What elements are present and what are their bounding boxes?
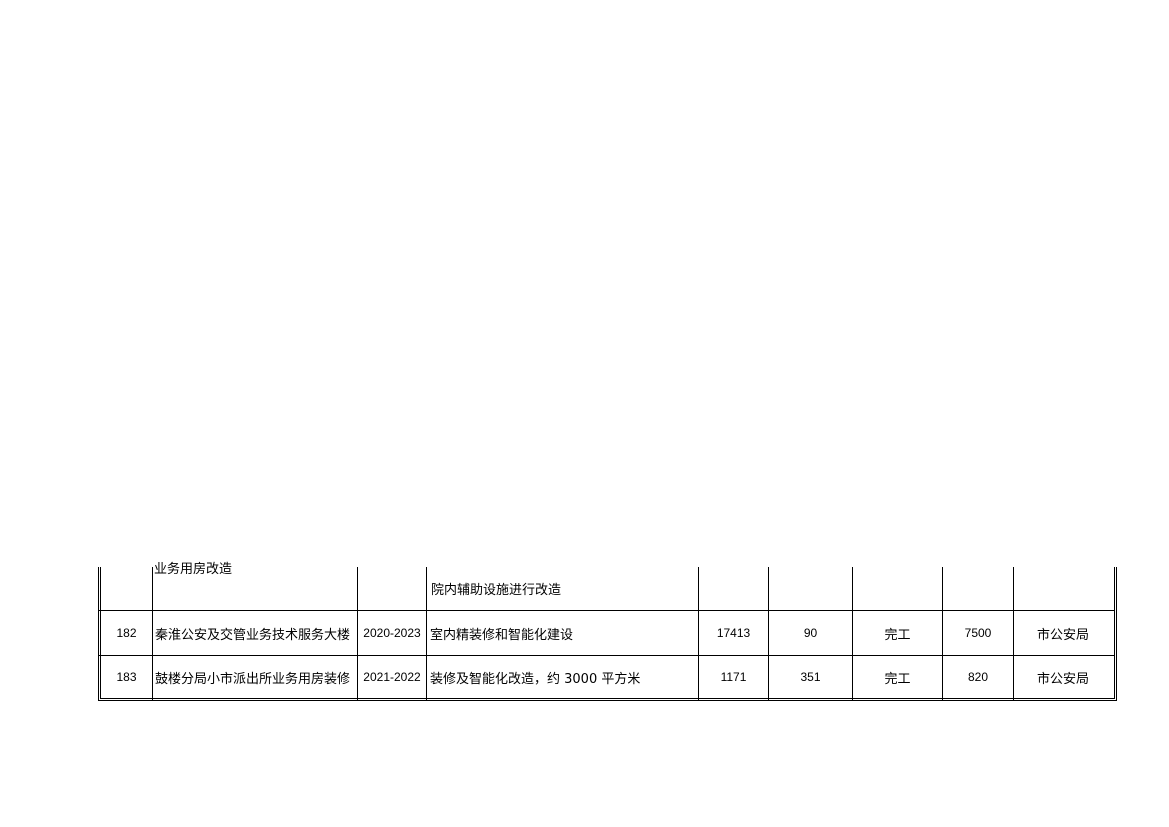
table-cell-value: 351: [800, 670, 821, 684]
table-cell-content: 院内辅助设施进行改造: [431, 582, 562, 598]
column-divider: [942, 567, 943, 700]
row-divider: [98, 655, 1114, 656]
table-cell-name: 鼓楼分局小市派出所业务用房装修: [155, 671, 351, 687]
table-cell-status: 完工: [884, 671, 911, 687]
column-divider: [768, 567, 769, 700]
column-divider: [152, 567, 153, 700]
table-cell-status: 完工: [884, 627, 911, 643]
table-cell-name: 秦淮公安及交管业务技术服务大楼: [155, 627, 351, 643]
table-cell-value: 90: [803, 626, 818, 640]
table-cell-invest: 7500: [964, 626, 992, 640]
column-divider: [426, 567, 427, 700]
table-cell-area: 17413: [716, 626, 751, 640]
table-cell-no: 182: [116, 626, 137, 640]
table-cell-dept: 市公安局: [1036, 627, 1089, 643]
table-frame: [98, 567, 1117, 701]
table-cell-content: 装修及智能化改造，约 3000 平方米: [430, 671, 641, 687]
table-cell-no: 183: [116, 670, 137, 684]
table-cell-period: 2020-2023: [363, 626, 421, 640]
column-divider: [698, 567, 699, 700]
table-cell-content: 室内精装修和智能化建设: [430, 627, 574, 643]
table-cell-invest: 820: [967, 670, 989, 684]
table-cell-period: 2021-2022: [363, 670, 421, 684]
column-divider: [852, 567, 853, 700]
table-cell-name: 业务用房改造: [154, 562, 233, 576]
column-divider: [1013, 567, 1014, 700]
column-divider: [357, 567, 358, 700]
row-divider: [98, 610, 1114, 611]
project-table: 业务用房改造 院内辅助设施进行改造 182 秦淮公安及交管业务技术服务大楼 20…: [98, 562, 1117, 702]
table-cell-dept: 市公安局: [1036, 671, 1089, 687]
table-cell-area: 1171: [720, 670, 747, 684]
